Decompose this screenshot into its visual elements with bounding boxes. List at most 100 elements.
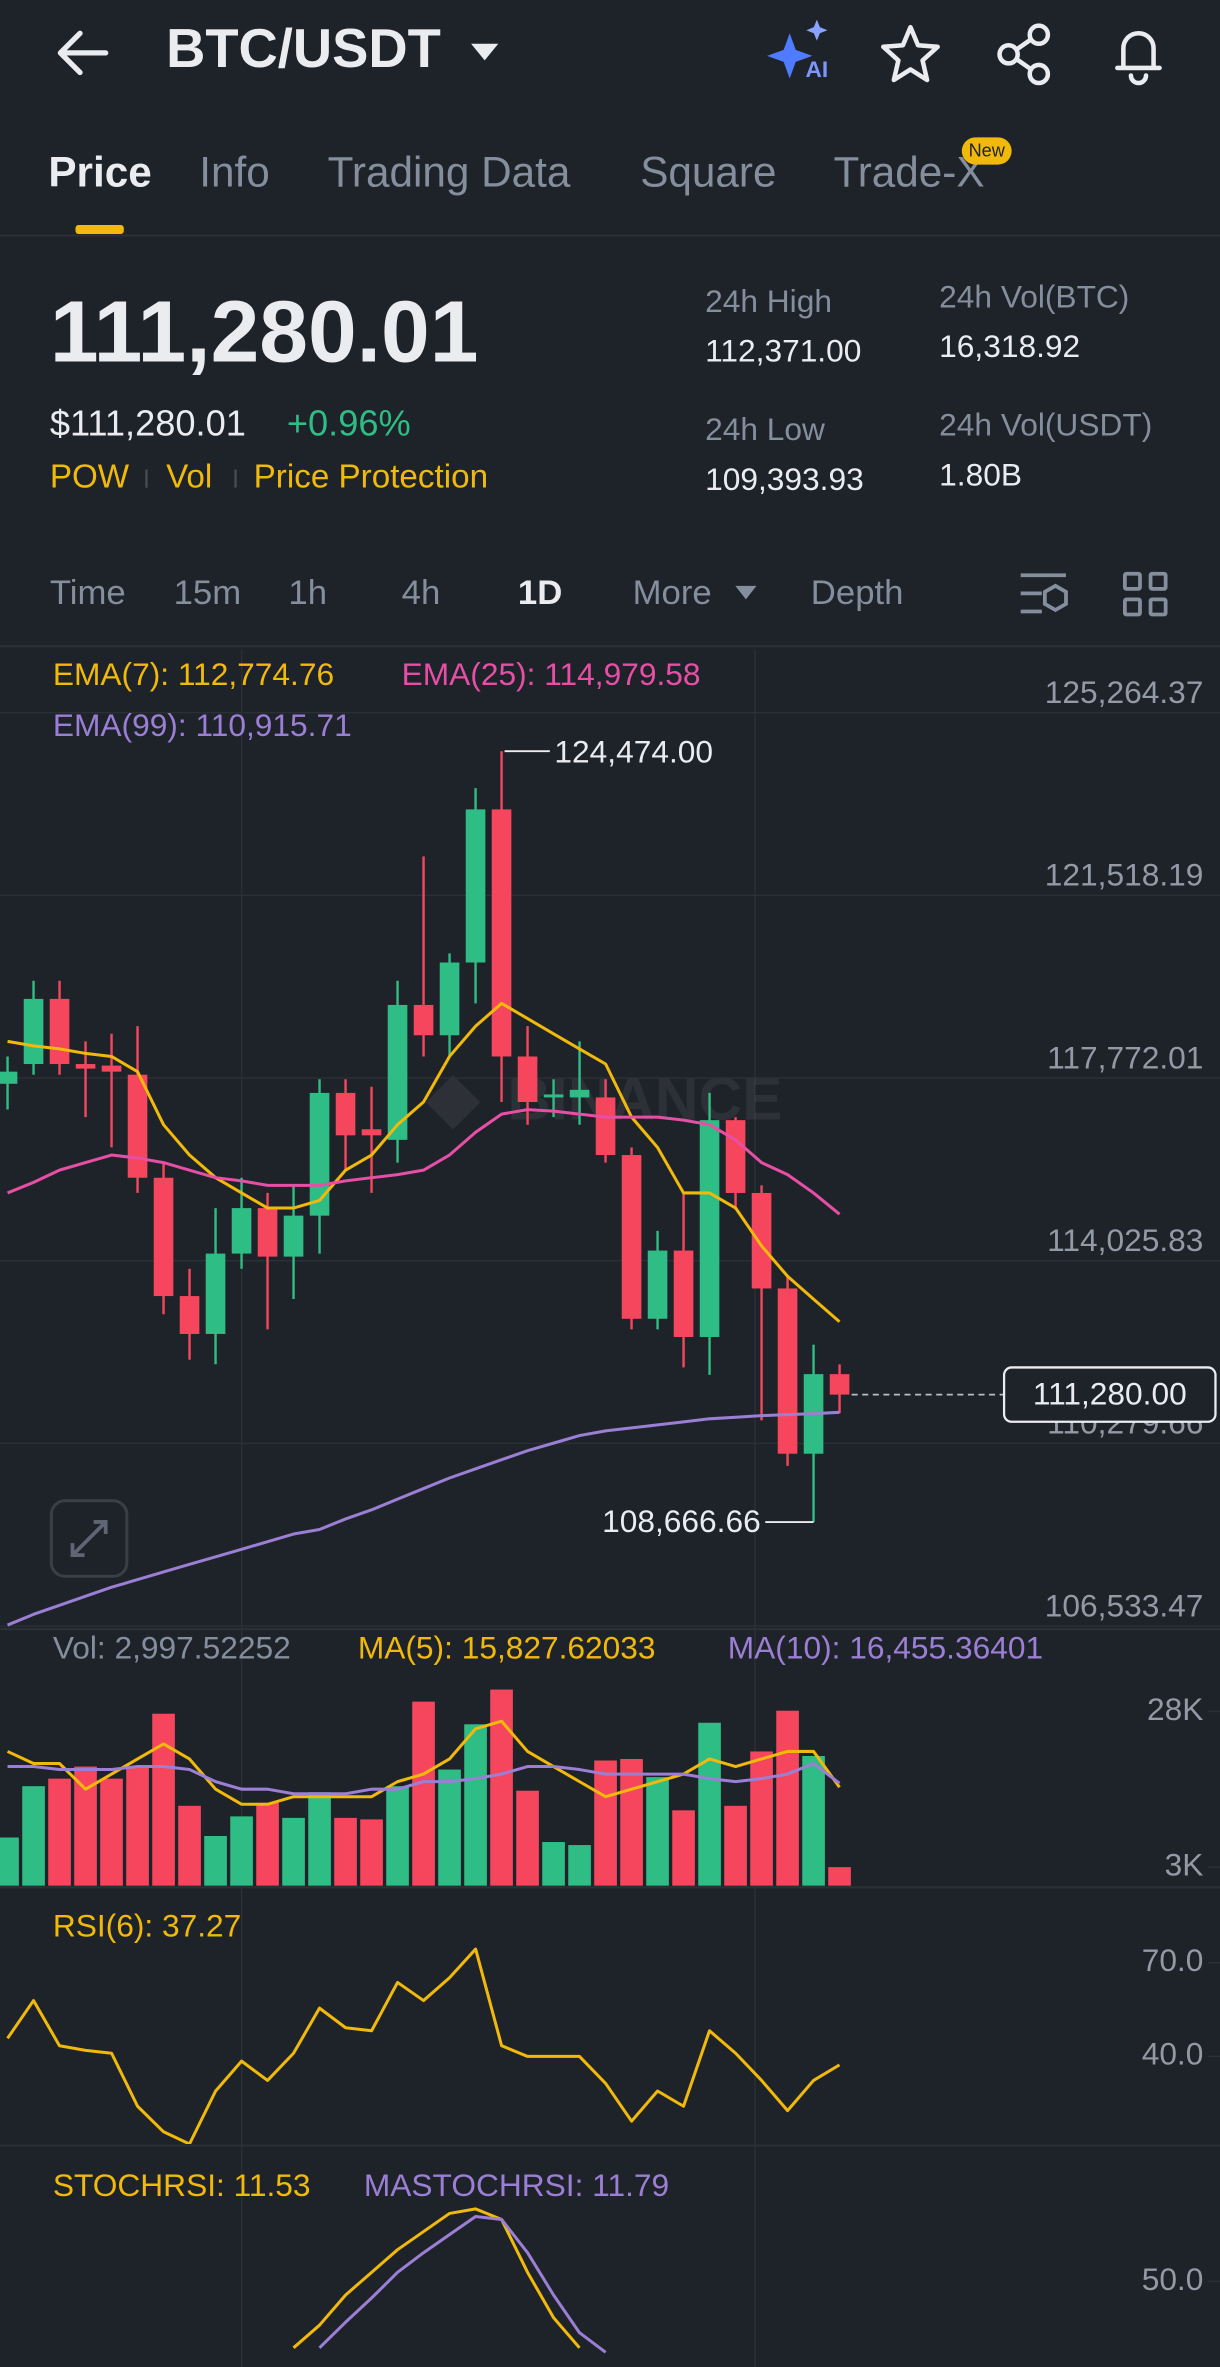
volume-bar <box>152 1713 175 1886</box>
share-node <box>1027 23 1051 47</box>
alert-button[interactable] <box>1115 31 1162 86</box>
interval[interactable]: 15m <box>174 574 242 612</box>
volume-bar <box>230 1816 253 1886</box>
share-button[interactable] <box>997 23 1051 86</box>
share-links <box>1014 37 1033 72</box>
interval[interactable]: 1D <box>518 574 562 612</box>
share-node <box>997 43 1020 66</box>
y-tick-label: 125,264.37 <box>1045 674 1204 710</box>
charts: 125,264.37 121,518.19 117,772.01 114,025.83… <box>0 656 1220 2354</box>
tab[interactable]: Trading Data <box>328 148 571 195</box>
candle-body <box>309 1092 330 1216</box>
pair-title[interactable]: BTC/USDT <box>166 18 441 79</box>
candle-body <box>829 1374 850 1395</box>
candle-body <box>49 998 70 1065</box>
volume-bar <box>412 1701 435 1886</box>
volume-bar <box>594 1760 617 1886</box>
volume-bar <box>100 1778 123 1886</box>
usd-price: $111,280.01 <box>50 402 246 443</box>
candle-body <box>75 1064 96 1069</box>
candle-body <box>101 1065 122 1072</box>
stat-value: 1.80B <box>939 456 1022 492</box>
stat-label: 24h Vol(USDT) <box>939 407 1152 443</box>
last-price: 111,280.01 <box>50 282 479 380</box>
expand-icon <box>70 1520 108 1558</box>
last-price-label: 111,280.00 <box>1033 1376 1187 1412</box>
pane <box>0 751 850 1627</box>
stat-value: 109,393.93 <box>705 461 864 497</box>
volume-bar <box>282 1817 305 1886</box>
layout-button[interactable] <box>1122 571 1168 617</box>
indicator-line <box>318 2214 607 2354</box>
volume-bar <box>256 1802 279 1886</box>
candle-body <box>777 1288 798 1454</box>
indicator-line <box>7 1001 841 1323</box>
candle-body <box>673 1250 694 1337</box>
interval[interactable]: Depth <box>811 574 904 612</box>
stat-label: 24h Vol(BTC) <box>939 278 1129 314</box>
y-tick-label: 50.0 <box>1142 2261 1204 2297</box>
volume-bar <box>646 1777 669 1886</box>
tag[interactable]: Price Protection <box>254 458 488 495</box>
indicator-line <box>7 1762 841 1796</box>
icon-square <box>1122 597 1142 617</box>
volume-bar <box>568 1845 591 1886</box>
indicator-line <box>292 2207 581 2349</box>
tag[interactable]: Vol <box>166 458 212 495</box>
interval[interactable]: More <box>633 574 712 612</box>
candle-body <box>517 1056 538 1102</box>
ai-sparkle <box>767 33 813 79</box>
candle-body <box>361 1129 382 1136</box>
price-change: +0.96% <box>287 402 411 443</box>
candle-body <box>621 1155 642 1319</box>
icon-hex <box>1042 583 1068 613</box>
volume-bar <box>542 1842 565 1886</box>
candle-body <box>23 998 44 1065</box>
y-tick-label: 28K <box>1147 1691 1203 1727</box>
indicator-line <box>6 1108 841 1216</box>
volume-bar <box>204 1835 227 1886</box>
volume-bar <box>750 1751 773 1886</box>
share-node <box>1027 62 1051 86</box>
icon-square <box>1122 571 1142 591</box>
indicator-line <box>6 1947 841 2144</box>
volume-bar <box>386 1786 409 1886</box>
back-button[interactable] <box>57 30 109 76</box>
ai-sparkle-small <box>806 19 828 41</box>
indicator-settings[interactable] <box>1020 573 1068 614</box>
expand-frame <box>49 1499 129 1578</box>
tab[interactable]: Trade-X <box>833 148 984 195</box>
stat-value: 112,371.00 <box>705 333 861 369</box>
candle-body <box>569 1089 590 1098</box>
candle-body <box>595 1097 616 1156</box>
candle-body <box>127 1074 148 1178</box>
candle-body <box>335 1092 356 1136</box>
tag[interactable]: POW <box>50 458 130 495</box>
pane <box>6 1947 841 2144</box>
candle-body <box>543 1094 564 1098</box>
more-caret <box>735 585 757 600</box>
volume-bar <box>516 1790 539 1886</box>
icon-lines <box>1020 573 1066 614</box>
favorite-button[interactable] <box>881 24 940 83</box>
legend-entry: STOCHRSI: 11.53 <box>53 2167 311 2203</box>
legend-entry: EMA(7): 112,774.76 <box>53 656 334 692</box>
annotation-label: 124,474.00 <box>554 734 713 770</box>
candle-body <box>179 1296 200 1334</box>
icon-square <box>1148 571 1168 591</box>
new-badge-label: New <box>969 141 1006 161</box>
annotation-label: 108,666.66 <box>602 1503 761 1539</box>
tab[interactable]: Price <box>48 148 151 195</box>
tab[interactable]: Square <box>640 148 776 195</box>
indicator-line <box>6 1410 840 1627</box>
interval[interactable]: 1h <box>288 574 327 612</box>
interval[interactable]: 4h <box>402 574 441 612</box>
expand-button[interactable] <box>49 1499 129 1578</box>
tab[interactable]: Info <box>199 148 270 195</box>
interval[interactable]: Time <box>50 574 126 612</box>
ai-button[interactable]: AI <box>767 19 828 82</box>
volume-bar <box>22 1786 45 1886</box>
stat-label: 24h High <box>705 283 832 319</box>
pair-caret[interactable] <box>471 43 499 61</box>
